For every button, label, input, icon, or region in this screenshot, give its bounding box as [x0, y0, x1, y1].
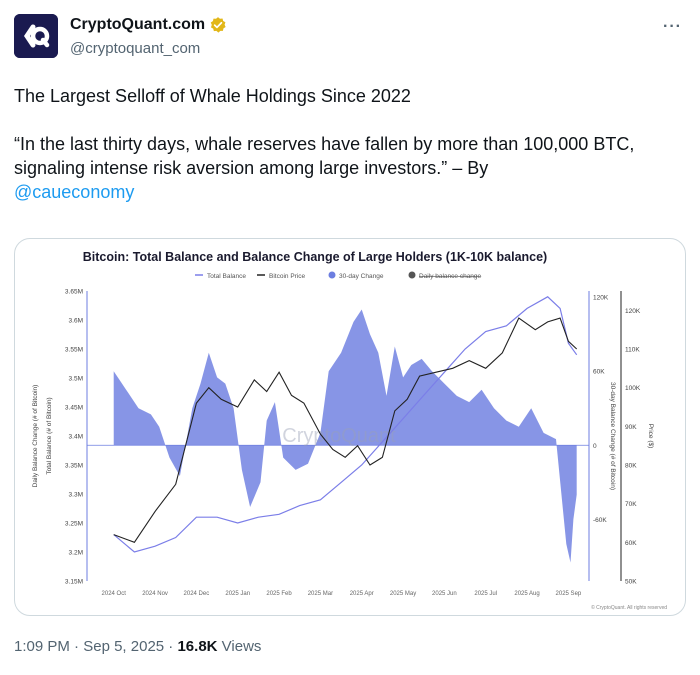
chart-title: Bitcoin: Total Balance and Balance Chang… [83, 250, 547, 264]
right-tick-label: -60K [593, 517, 607, 524]
cryptoquant-logo-icon [14, 14, 58, 58]
right-tick-label: 60K [593, 369, 605, 376]
x-tick-label: 2025 Sep [556, 591, 582, 597]
price-tick-label: 70K [625, 501, 637, 508]
tweet-date[interactable]: Sep 5, 2025 [83, 638, 165, 655]
price-tick-label: 60K [625, 540, 637, 547]
price-tick-label: 50K [625, 579, 637, 586]
tweet-line-2: “In the last thirty days, whale reserves… [14, 134, 635, 202]
chart-legend: Total Balance Bitcoin Price 30-day Change D… [195, 271, 482, 280]
series-30-day-change [113, 309, 577, 563]
price-tick-label: 80K [625, 463, 637, 470]
tweet-media-chart[interactable]: Bitcoin: Total Balance and Balance Chang… [14, 238, 686, 616]
left-tick-label: 3.15M [65, 579, 83, 586]
left-tick-label: 3.2M [69, 550, 83, 557]
x-tick-label: 2025 Jul [474, 591, 497, 597]
more-options-icon[interactable]: ··· [663, 18, 682, 35]
legend-item: 30-day Change [339, 273, 384, 280]
price-tick-label: 90K [625, 424, 637, 431]
legend-swatch [328, 271, 336, 279]
x-tick-label: 2025 Mar [308, 591, 333, 597]
x-tick-label: 2025 Apr [350, 591, 374, 597]
chart-plot: CryptoQuant © CryptoQuant. All rights res… [87, 296, 667, 611]
x-tick-label: 2025 May [390, 591, 416, 597]
chart-credit: © CryptoQuant. All rights reserved [591, 604, 667, 611]
left-tick-label: 3.6M [69, 318, 83, 325]
x-tick-label: 2024 Dec [184, 591, 210, 597]
price-tick-label: 100K [625, 385, 641, 392]
left-tick-label: 3.65M [65, 289, 83, 296]
axis-title-left: Daily Balance Change (# of Bitcoin) [32, 385, 39, 488]
series-total-balance [113, 296, 578, 553]
left-tick-label: 3.35M [65, 463, 83, 470]
axis-title-right: 30-day Balance Change (# of Bitcoin) [609, 382, 616, 490]
left-tick-label: 3.4M [69, 434, 83, 441]
chart-watermark: CryptoQuant [282, 425, 396, 447]
legend-item: Daily balance change [419, 273, 482, 280]
x-tick-label: 2025 Feb [266, 591, 292, 597]
x-tick-label: 2024 Oct [102, 591, 127, 597]
price-tick-label: 110K [625, 347, 640, 354]
right-tick-label: 0 [593, 443, 597, 450]
x-tick-label: 2025 Jan [225, 591, 250, 597]
legend-item: Total Balance [207, 273, 246, 280]
handle[interactable]: @cryptoquant_com [70, 40, 201, 57]
avatar[interactable] [14, 14, 58, 58]
tweet-text: The Largest Selloff of Whale Holdings Si… [14, 84, 690, 204]
tweet-footer: 1:09 PM · Sep 5, 2025 · 16.8K Views [14, 638, 262, 655]
left-tick-label: 3.5M [69, 376, 83, 383]
verified-badge-icon [210, 17, 226, 33]
views-label: Views [221, 638, 262, 655]
mention-link[interactable]: @caueconomy [14, 182, 135, 202]
left-tick-label: 3.3M [69, 492, 83, 499]
tweet-time[interactable]: 1:09 PM [14, 638, 70, 655]
tweet-line-1: The Largest Selloff of Whale Holdings Si… [14, 86, 411, 106]
views-count: 16.8K [177, 638, 218, 655]
left-tick-label: 3.55M [65, 347, 83, 354]
left-tick-label: 3.45M [65, 405, 83, 412]
left-tick-label: 3.25M [65, 521, 83, 528]
axis-title-left-2: Total Balance (# of Bitcoin) [46, 397, 53, 474]
series-bitcoin-price [113, 317, 578, 543]
tweet-header: CryptoQuant.com @cryptoquant_com ··· [14, 14, 686, 64]
x-tick-label: 2025 Jun [432, 591, 457, 597]
x-tick-label: 2024 Nov [142, 591, 168, 597]
chart-svg: Bitcoin: Total Balance and Balance Chang… [32, 250, 667, 611]
x-tick-label: 2025 Aug [514, 591, 539, 597]
legend-item: Bitcoin Price [269, 273, 306, 280]
display-name[interactable]: CryptoQuant.com [70, 16, 206, 33]
price-tick-label: 120K [625, 308, 641, 315]
axis-title-price: Price ($) [647, 424, 654, 449]
chart-axes: 3.65M 3.6M 3.55M 3.5M 3.45M 3.4M 3.35M 3.3M 3.25… [32, 289, 654, 598]
right-tick-label: 120K [593, 295, 609, 302]
legend-swatch [408, 271, 416, 279]
